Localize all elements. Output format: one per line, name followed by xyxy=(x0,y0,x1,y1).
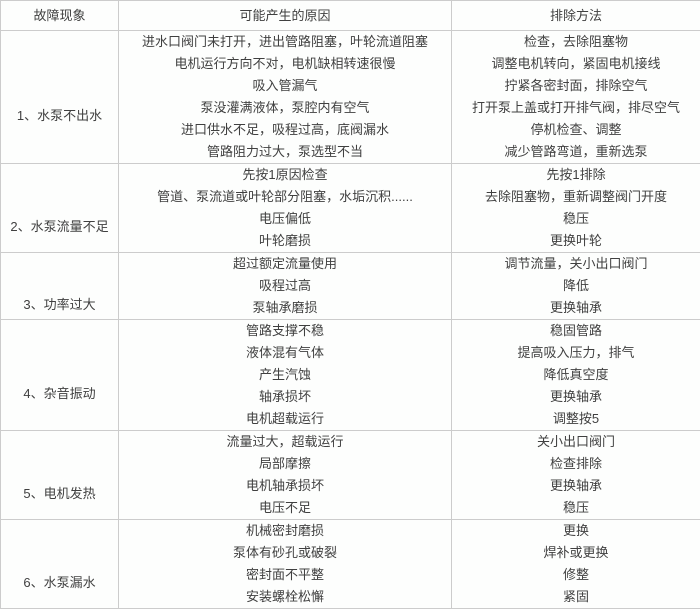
remedy-line: 更换叶轮 xyxy=(549,233,602,248)
remedies-cell: 调节流量，关小出口阀门 降低更换轴承 xyxy=(451,252,700,320)
remedy-line: 停机检查、调整 xyxy=(530,122,622,137)
cause-line: 安装螺栓松懈 xyxy=(245,589,324,604)
remedy-line: 稳压 xyxy=(562,500,589,515)
remedy-line: 更换轴承 xyxy=(549,389,602,404)
column-header-fault: 故障现象 xyxy=(0,0,119,31)
table-row: 5、电机发热 流量过大，超载运行 局部摩擦 电机轴承损坏 电压不足 关小出口阀门 检查排除更… xyxy=(0,430,700,520)
cause-line: 流量过大，超载运行 xyxy=(226,434,344,449)
cause-line: 液体混有气体 xyxy=(245,345,324,360)
cause-line: 进口供水不足，吸程过高，底阀漏水 xyxy=(180,122,389,137)
remedy-line: 先按1排除 xyxy=(546,167,606,182)
cause-line: 管道、泵流道或叶轮部分阻塞，水垢沉积...... xyxy=(157,189,413,204)
remedy-line: 调整按5 xyxy=(552,411,600,426)
cause-line: 局部摩擦 xyxy=(258,456,311,471)
cause-line: 电压不足 xyxy=(258,500,311,515)
remedies-cell: 检查，去除阻塞物调整电机转向，紧固电机接线 拧紧各密封面，排除空气打开泵上盖或打开… xyxy=(451,30,700,164)
remedy-line: 修整 xyxy=(562,567,589,582)
fault-cell: 4、杂音振动 xyxy=(0,319,119,431)
fault-label: 5、电机发热 xyxy=(23,486,96,501)
remedy-line: 拧紧各密封面，排除空气 xyxy=(504,78,648,93)
cause-line: 电机运行方向不对，电机缺相转速很慢 xyxy=(174,56,396,71)
remedy-line: 降低真空度 xyxy=(543,367,609,382)
cause-line: 泵没灌满液体，泵腔内有空气 xyxy=(200,100,370,115)
remedy-line: 提高吸入压力，排气 xyxy=(517,345,635,360)
cause-line: 泵体有砂孔或破裂 xyxy=(232,545,337,560)
cause-line: 泵轴承磨损 xyxy=(252,300,318,315)
fault-label: 1、水泵不出水 xyxy=(16,108,103,123)
remedies-cell: 更换焊补或更换修整紧固 xyxy=(451,519,700,609)
cause-line: 管路支撑不稳 xyxy=(245,323,324,338)
fault-cell: 3、功率过大 xyxy=(0,252,119,320)
fault-label: 3、功率过大 xyxy=(23,297,96,312)
column-header-causes: 可能产生的原因 xyxy=(118,0,452,31)
column-header-remedies: 排除方法 xyxy=(451,0,700,31)
fault-label: 6、水泵漏水 xyxy=(23,575,96,590)
remedy-line: 检查排除 xyxy=(549,456,602,471)
remedy-line: 去除阻塞物，重新调整阀门开度 xyxy=(484,189,667,204)
table-body: 1、水泵不出水 进水口阀门未打开，进出管路阻塞，叶轮流道阻塞 电机运行方向不对，电机… xyxy=(0,30,700,609)
remedy-line: 更换轴承 xyxy=(549,300,602,315)
remedy-line: 稳压 xyxy=(562,211,589,226)
remedy-line: 打开泵上盖或打开排气阀，排尽空气 xyxy=(471,100,680,115)
remedies-cell: 关小出口阀门 检查排除更换轴承稳压 xyxy=(451,430,700,520)
cause-line: 密封面不平整 xyxy=(245,567,324,582)
remedy-line: 减少管路弯道，重新选泵 xyxy=(504,144,648,159)
remedy-line: 紧固 xyxy=(562,589,589,604)
remedies-cell: 先按1排除去除阻塞物，重新调整阀门开度 稳压更换叶轮 xyxy=(451,163,700,253)
table-row: 6、水泵漏水 机械密封磨损 泵体有砂孔或破裂 密封面不平整 安装螺栓松懈 更换 焊补或更换修… xyxy=(0,519,700,609)
causes-cell: 机械密封磨损 泵体有砂孔或破裂 密封面不平整 安装螺栓松懈 xyxy=(118,519,452,609)
fault-cell: 6、水泵漏水 xyxy=(0,519,119,609)
cause-line: 吸入管漏气 xyxy=(252,78,318,93)
remedy-line: 降低 xyxy=(562,278,589,293)
cause-line: 电机轴承损坏 xyxy=(245,478,324,493)
remedies-cell: 稳固管路提高吸入压力，排气 降低真空度更换轴承调整按5 xyxy=(451,319,700,431)
cause-line: 产生汽蚀 xyxy=(258,367,311,382)
fault-cell: 2、水泵流量不足 xyxy=(0,163,119,253)
causes-cell: 先按1原因检查管道、泵流道或叶轮部分阻塞，水垢沉积...... 电压偏低叶轮磨损 xyxy=(118,163,452,253)
table-row: 1、水泵不出水 进水口阀门未打开，进出管路阻塞，叶轮流道阻塞 电机运行方向不对，电机… xyxy=(0,30,700,164)
cause-line: 管路阻力过大，泵选型不当 xyxy=(206,144,363,159)
causes-cell: 流量过大，超载运行 局部摩擦电机轴承损坏 电压不足 xyxy=(118,430,452,520)
cause-line: 轴承损坏 xyxy=(258,389,311,404)
remedy-line: 更换 xyxy=(562,523,589,538)
fault-cell: 1、水泵不出水 xyxy=(0,30,119,164)
remedy-line: 调节流量，关小出口阀门 xyxy=(504,256,648,271)
remedy-line: 焊补或更换 xyxy=(543,545,609,560)
cause-line: 吸程过高 xyxy=(258,278,311,293)
remedy-line: 稳固管路 xyxy=(549,323,602,338)
table-row: 2、水泵流量不足 先按1原因检查管道、泵流道或叶轮部分阻塞，水垢沉积...... 电… xyxy=(0,163,700,253)
header-row: 故障现象 可能产生的原因 排除方法 xyxy=(0,0,700,31)
table-row: 3、功率过大 超过额定流量使用 吸程过高 泵轴承磨损 调节流量，关小出口阀门 降低 更换轴承 xyxy=(0,252,700,320)
fault-label: 4、杂音振动 xyxy=(23,386,96,401)
causes-cell: 管路支撑不稳 液体混有气体 产生汽蚀轴承损坏电机超载运行 xyxy=(118,319,452,431)
remedy-line: 关小出口阀门 xyxy=(536,434,615,449)
remedy-line: 调整电机转向，紧固电机接线 xyxy=(491,56,661,71)
cause-line: 叶轮磨损 xyxy=(258,233,311,248)
table-row: 4、杂音振动 管路支撑不稳 液体混有气体 产生汽蚀 轴承损坏 电机超载运行 稳固管路 提高吸入… xyxy=(0,319,700,431)
remedy-line: 更换轴承 xyxy=(549,478,602,493)
cause-line: 进水口阀门未打开，进出管路阻塞，叶轮流道阻塞 xyxy=(141,34,428,49)
cause-line: 电压偏低 xyxy=(258,211,311,226)
causes-cell: 超过额定流量使用 吸程过高泵轴承磨损 xyxy=(118,252,452,320)
cause-line: 超过额定流量使用 xyxy=(232,256,337,271)
fault-cell: 5、电机发热 xyxy=(0,430,119,520)
remedy-line: 检查，去除阻塞物 xyxy=(523,34,628,49)
cause-line: 机械密封磨损 xyxy=(245,523,324,538)
cause-line: 先按1原因检查 xyxy=(242,167,328,182)
causes-cell: 进水口阀门未打开，进出管路阻塞，叶轮流道阻塞 电机运行方向不对，电机缺相转速很慢吸… xyxy=(118,30,452,164)
cause-line: 电机超载运行 xyxy=(245,411,324,426)
fault-label: 2、水泵流量不足 xyxy=(10,219,109,234)
